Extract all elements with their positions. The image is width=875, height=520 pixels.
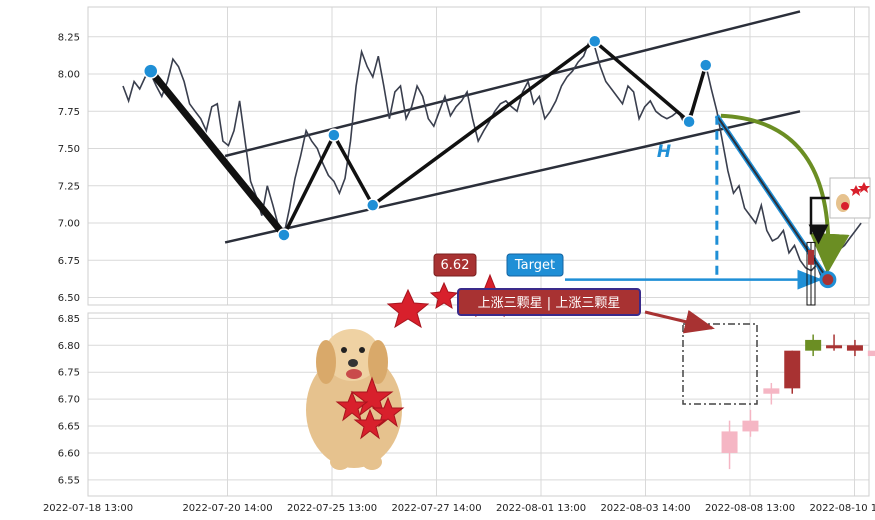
annotations [806, 196, 830, 306]
x-tick: 2022-07-20 14:00 [182, 503, 272, 514]
candle-body [721, 431, 738, 453]
zigzag-segment [593, 39, 691, 124]
candle-body [742, 420, 759, 432]
candle-body [826, 345, 843, 349]
pivot-point [699, 58, 713, 72]
candles [721, 334, 875, 470]
channel-lower-line [224, 110, 801, 244]
target-label-box: Target [506, 253, 564, 277]
pivot-point [682, 114, 696, 129]
candle-frame [87, 312, 870, 497]
candle-body [805, 339, 822, 351]
price-panel: 6.50 6.75 7.00 7.25 7.50 7.75 8.00 8.25 [58, 6, 870, 306]
zigzag-segment [147, 67, 288, 239]
candle-y-tick: 6.80 [58, 341, 80, 352]
candle-y-tick: 6.55 [58, 475, 80, 486]
price-grid [87, 7, 869, 305]
pivot-point [588, 34, 602, 49]
candle-y-tick: 6.65 [58, 422, 80, 433]
h-label: H [657, 142, 671, 162]
x-tick: 2022-08-01 13:00 [496, 503, 586, 514]
candle-grid [87, 313, 869, 496]
candle-y-tick: 6.70 [58, 395, 80, 406]
zigzag [147, 39, 708, 239]
price-y-tick: 7.00 [58, 219, 80, 230]
note-label-text: 上涨三颗星 | 上涨三颗星 [478, 296, 621, 311]
zigzag-segment [332, 133, 375, 207]
price-y-tick: 7.50 [58, 144, 80, 155]
price-y-tick: 7.75 [58, 107, 80, 118]
zigzag-segment [282, 133, 336, 237]
price-label-text: 6.62 [441, 258, 470, 273]
zigzag-segment [687, 63, 708, 124]
target-label-text: Target [514, 258, 555, 273]
x-axis: 2022-07-18 13:00 2022-07-20 14:00 2022-07-… [43, 503, 875, 514]
channel-upper-line [224, 10, 801, 158]
pivot-point [143, 63, 159, 79]
card-pointer [808, 196, 830, 245]
candle-y-tick: 6.60 [58, 448, 80, 459]
candle-body [784, 350, 801, 389]
candle-y-axis: 6.55 6.60 6.65 6.70 6.75 6.80 6.85 [58, 314, 80, 486]
candle-body [867, 350, 875, 357]
x-tick: 2022-08-03 14:00 [600, 503, 690, 514]
price-y-tick: 6.50 [58, 293, 80, 304]
note-label-box: 上涨三颗星 | 上涨三颗星 [457, 288, 641, 316]
price-y-tick: 7.25 [58, 181, 80, 192]
candle-y-tick: 6.75 [58, 368, 80, 379]
pivot-point [327, 128, 341, 142]
x-tick: 2022-07-27 14:00 [391, 503, 481, 514]
projection [565, 113, 850, 290]
note-arrow [644, 310, 715, 334]
price-label-box: 6.62 [433, 253, 477, 277]
candle-y-tick: 6.85 [58, 314, 80, 325]
x-tick: 2022-08-10 14:00 [809, 503, 875, 514]
last-candle-fill [808, 249, 814, 265]
x-tick: 2022-07-25 13:00 [287, 503, 377, 514]
pivot-point [277, 228, 291, 242]
zigzag-segment [371, 39, 597, 207]
candle-body [846, 345, 863, 351]
dog-sticker [306, 329, 405, 470]
channel-lines [224, 10, 801, 244]
mini-card [829, 177, 871, 219]
x-tick: 2022-08-08 13:00 [705, 503, 795, 514]
pivot-point [366, 198, 380, 212]
pivot-points [143, 34, 837, 289]
candle-panel: 6.55 6.60 6.65 6.70 6.75 6.80 6.85 [58, 312, 875, 497]
pivot-point [819, 271, 837, 289]
price-y-tick: 8.25 [58, 32, 80, 43]
price-y-tick: 6.75 [58, 256, 80, 267]
price-y-axis: 6.50 6.75 7.00 7.25 7.50 7.75 8.00 8.25 [58, 32, 80, 304]
curved-arrow [720, 113, 850, 274]
price-y-tick: 8.00 [58, 70, 80, 81]
candle-body [763, 388, 780, 394]
x-tick: 2022-07-18 13:00 [43, 503, 133, 514]
selection-box [682, 323, 758, 405]
